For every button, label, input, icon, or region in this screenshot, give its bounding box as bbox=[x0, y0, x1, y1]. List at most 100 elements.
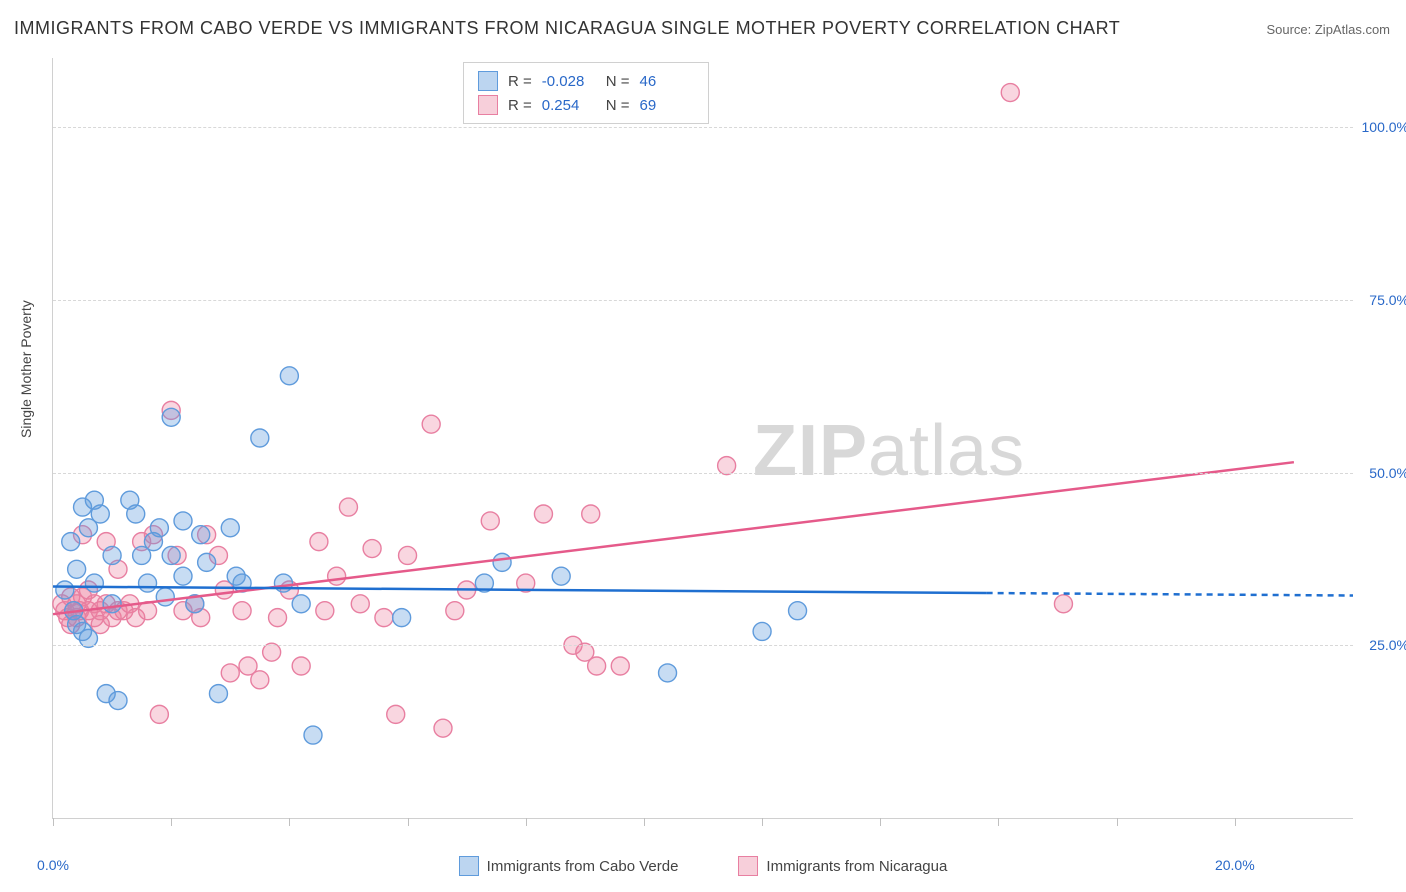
scatter-point-cabo_verde bbox=[68, 560, 86, 578]
y-tick-label: 25.0% bbox=[1359, 637, 1406, 653]
scatter-point-cabo_verde bbox=[162, 546, 180, 564]
scatter-point-cabo_verde bbox=[493, 553, 511, 571]
r-label-ni: R = bbox=[508, 97, 532, 114]
gridline bbox=[53, 645, 1353, 646]
scatter-point-cabo_verde bbox=[109, 692, 127, 710]
stats-legend-box: R = -0.028 N = 46 R = 0.254 N = 69 bbox=[463, 62, 709, 124]
scatter-point-nicaragua bbox=[588, 657, 606, 675]
gridline bbox=[53, 127, 1353, 128]
scatter-point-cabo_verde bbox=[789, 602, 807, 620]
x-tick bbox=[880, 818, 881, 826]
gridline bbox=[53, 473, 1353, 474]
scatter-point-nicaragua bbox=[1001, 84, 1019, 102]
plot-area: ZIPatlas R = -0.028 N = 46 R = 0.254 N =… bbox=[52, 58, 1353, 819]
scatter-point-cabo_verde bbox=[304, 726, 322, 744]
scatter-point-nicaragua bbox=[481, 512, 499, 530]
scatter-point-cabo_verde bbox=[174, 567, 192, 585]
gridline bbox=[53, 300, 1353, 301]
x-tick bbox=[526, 818, 527, 826]
scatter-point-cabo_verde bbox=[174, 512, 192, 530]
scatter-svg bbox=[53, 58, 1353, 818]
y-tick-label: 50.0% bbox=[1359, 465, 1406, 481]
scatter-point-cabo_verde bbox=[91, 505, 109, 523]
scatter-point-cabo_verde bbox=[753, 622, 771, 640]
n-label-cv: N = bbox=[606, 73, 630, 90]
legend-item-nicaragua: Immigrants from Nicaragua bbox=[738, 856, 947, 876]
scatter-point-nicaragua bbox=[221, 664, 239, 682]
x-tick bbox=[289, 818, 290, 826]
scatter-point-nicaragua bbox=[375, 609, 393, 627]
scatter-point-nicaragua bbox=[233, 602, 251, 620]
scatter-point-cabo_verde bbox=[150, 519, 168, 537]
x-tick bbox=[1235, 818, 1236, 826]
swatch-nicaragua bbox=[478, 95, 498, 115]
n-value-ni: 69 bbox=[640, 97, 694, 114]
y-tick-label: 75.0% bbox=[1359, 292, 1406, 308]
scatter-point-nicaragua bbox=[387, 705, 405, 723]
x-tick bbox=[998, 818, 999, 826]
scatter-point-cabo_verde bbox=[659, 664, 677, 682]
scatter-point-cabo_verde bbox=[62, 533, 80, 551]
scatter-point-nicaragua bbox=[582, 505, 600, 523]
scatter-point-nicaragua bbox=[351, 595, 369, 613]
swatch-cabo-verde bbox=[478, 71, 498, 91]
r-value-cv: -0.028 bbox=[542, 73, 596, 90]
x-tick-label: 20.0% bbox=[1215, 857, 1255, 873]
y-tick-label: 100.0% bbox=[1359, 119, 1406, 135]
scatter-point-cabo_verde bbox=[127, 505, 145, 523]
legend-swatch-cabo-verde bbox=[459, 856, 479, 876]
legend-swatch-nicaragua bbox=[738, 856, 758, 876]
legend-label-nicaragua: Immigrants from Nicaragua bbox=[766, 858, 947, 875]
scatter-point-nicaragua bbox=[310, 533, 328, 551]
scatter-point-nicaragua bbox=[339, 498, 357, 516]
x-tick bbox=[171, 818, 172, 826]
scatter-point-nicaragua bbox=[150, 705, 168, 723]
r-value-ni: 0.254 bbox=[542, 97, 596, 114]
scatter-point-cabo_verde bbox=[552, 567, 570, 585]
scatter-point-nicaragua bbox=[316, 602, 334, 620]
scatter-point-nicaragua bbox=[269, 609, 287, 627]
scatter-point-cabo_verde bbox=[139, 574, 157, 592]
scatter-point-cabo_verde bbox=[292, 595, 310, 613]
scatter-point-cabo_verde bbox=[393, 609, 411, 627]
y-axis-label: Single Mother Poverty bbox=[18, 300, 34, 438]
scatter-point-cabo_verde bbox=[85, 574, 103, 592]
scatter-point-cabo_verde bbox=[156, 588, 174, 606]
scatter-point-cabo_verde bbox=[103, 546, 121, 564]
scatter-point-nicaragua bbox=[399, 546, 417, 564]
scatter-point-nicaragua bbox=[534, 505, 552, 523]
scatter-point-nicaragua bbox=[611, 657, 629, 675]
legend-label-cabo-verde: Immigrants from Cabo Verde bbox=[487, 858, 679, 875]
x-tick bbox=[644, 818, 645, 826]
scatter-point-nicaragua bbox=[363, 540, 381, 558]
scatter-point-cabo_verde bbox=[209, 685, 227, 703]
legend-item-cabo-verde: Immigrants from Cabo Verde bbox=[459, 856, 679, 876]
n-label-ni: N = bbox=[606, 97, 630, 114]
scatter-point-nicaragua bbox=[446, 602, 464, 620]
x-tick bbox=[1117, 818, 1118, 826]
scatter-point-nicaragua bbox=[328, 567, 346, 585]
scatter-point-cabo_verde bbox=[192, 526, 210, 544]
scatter-point-nicaragua bbox=[422, 415, 440, 433]
source-attribution: Source: ZipAtlas.com bbox=[1266, 22, 1390, 37]
n-value-cv: 46 bbox=[640, 73, 694, 90]
x-tick-label: 0.0% bbox=[37, 857, 69, 873]
scatter-point-nicaragua bbox=[292, 657, 310, 675]
scatter-point-cabo_verde bbox=[162, 408, 180, 426]
r-label-cv: R = bbox=[508, 73, 532, 90]
scatter-point-nicaragua bbox=[251, 671, 269, 689]
trend-line-dashed bbox=[987, 593, 1353, 596]
scatter-point-nicaragua bbox=[1054, 595, 1072, 613]
x-tick bbox=[408, 818, 409, 826]
x-tick bbox=[762, 818, 763, 826]
scatter-point-cabo_verde bbox=[221, 519, 239, 537]
x-tick bbox=[53, 818, 54, 826]
scatter-point-nicaragua bbox=[434, 719, 452, 737]
bottom-legend: Immigrants from Cabo Verde Immigrants fr… bbox=[53, 856, 1353, 876]
chart-title: IMMIGRANTS FROM CABO VERDE VS IMMIGRANTS… bbox=[14, 18, 1120, 39]
scatter-point-cabo_verde bbox=[251, 429, 269, 447]
stats-row-nicaragua: R = 0.254 N = 69 bbox=[478, 93, 694, 117]
scatter-point-cabo_verde bbox=[198, 553, 216, 571]
scatter-point-cabo_verde bbox=[280, 367, 298, 385]
scatter-point-cabo_verde bbox=[56, 581, 74, 599]
